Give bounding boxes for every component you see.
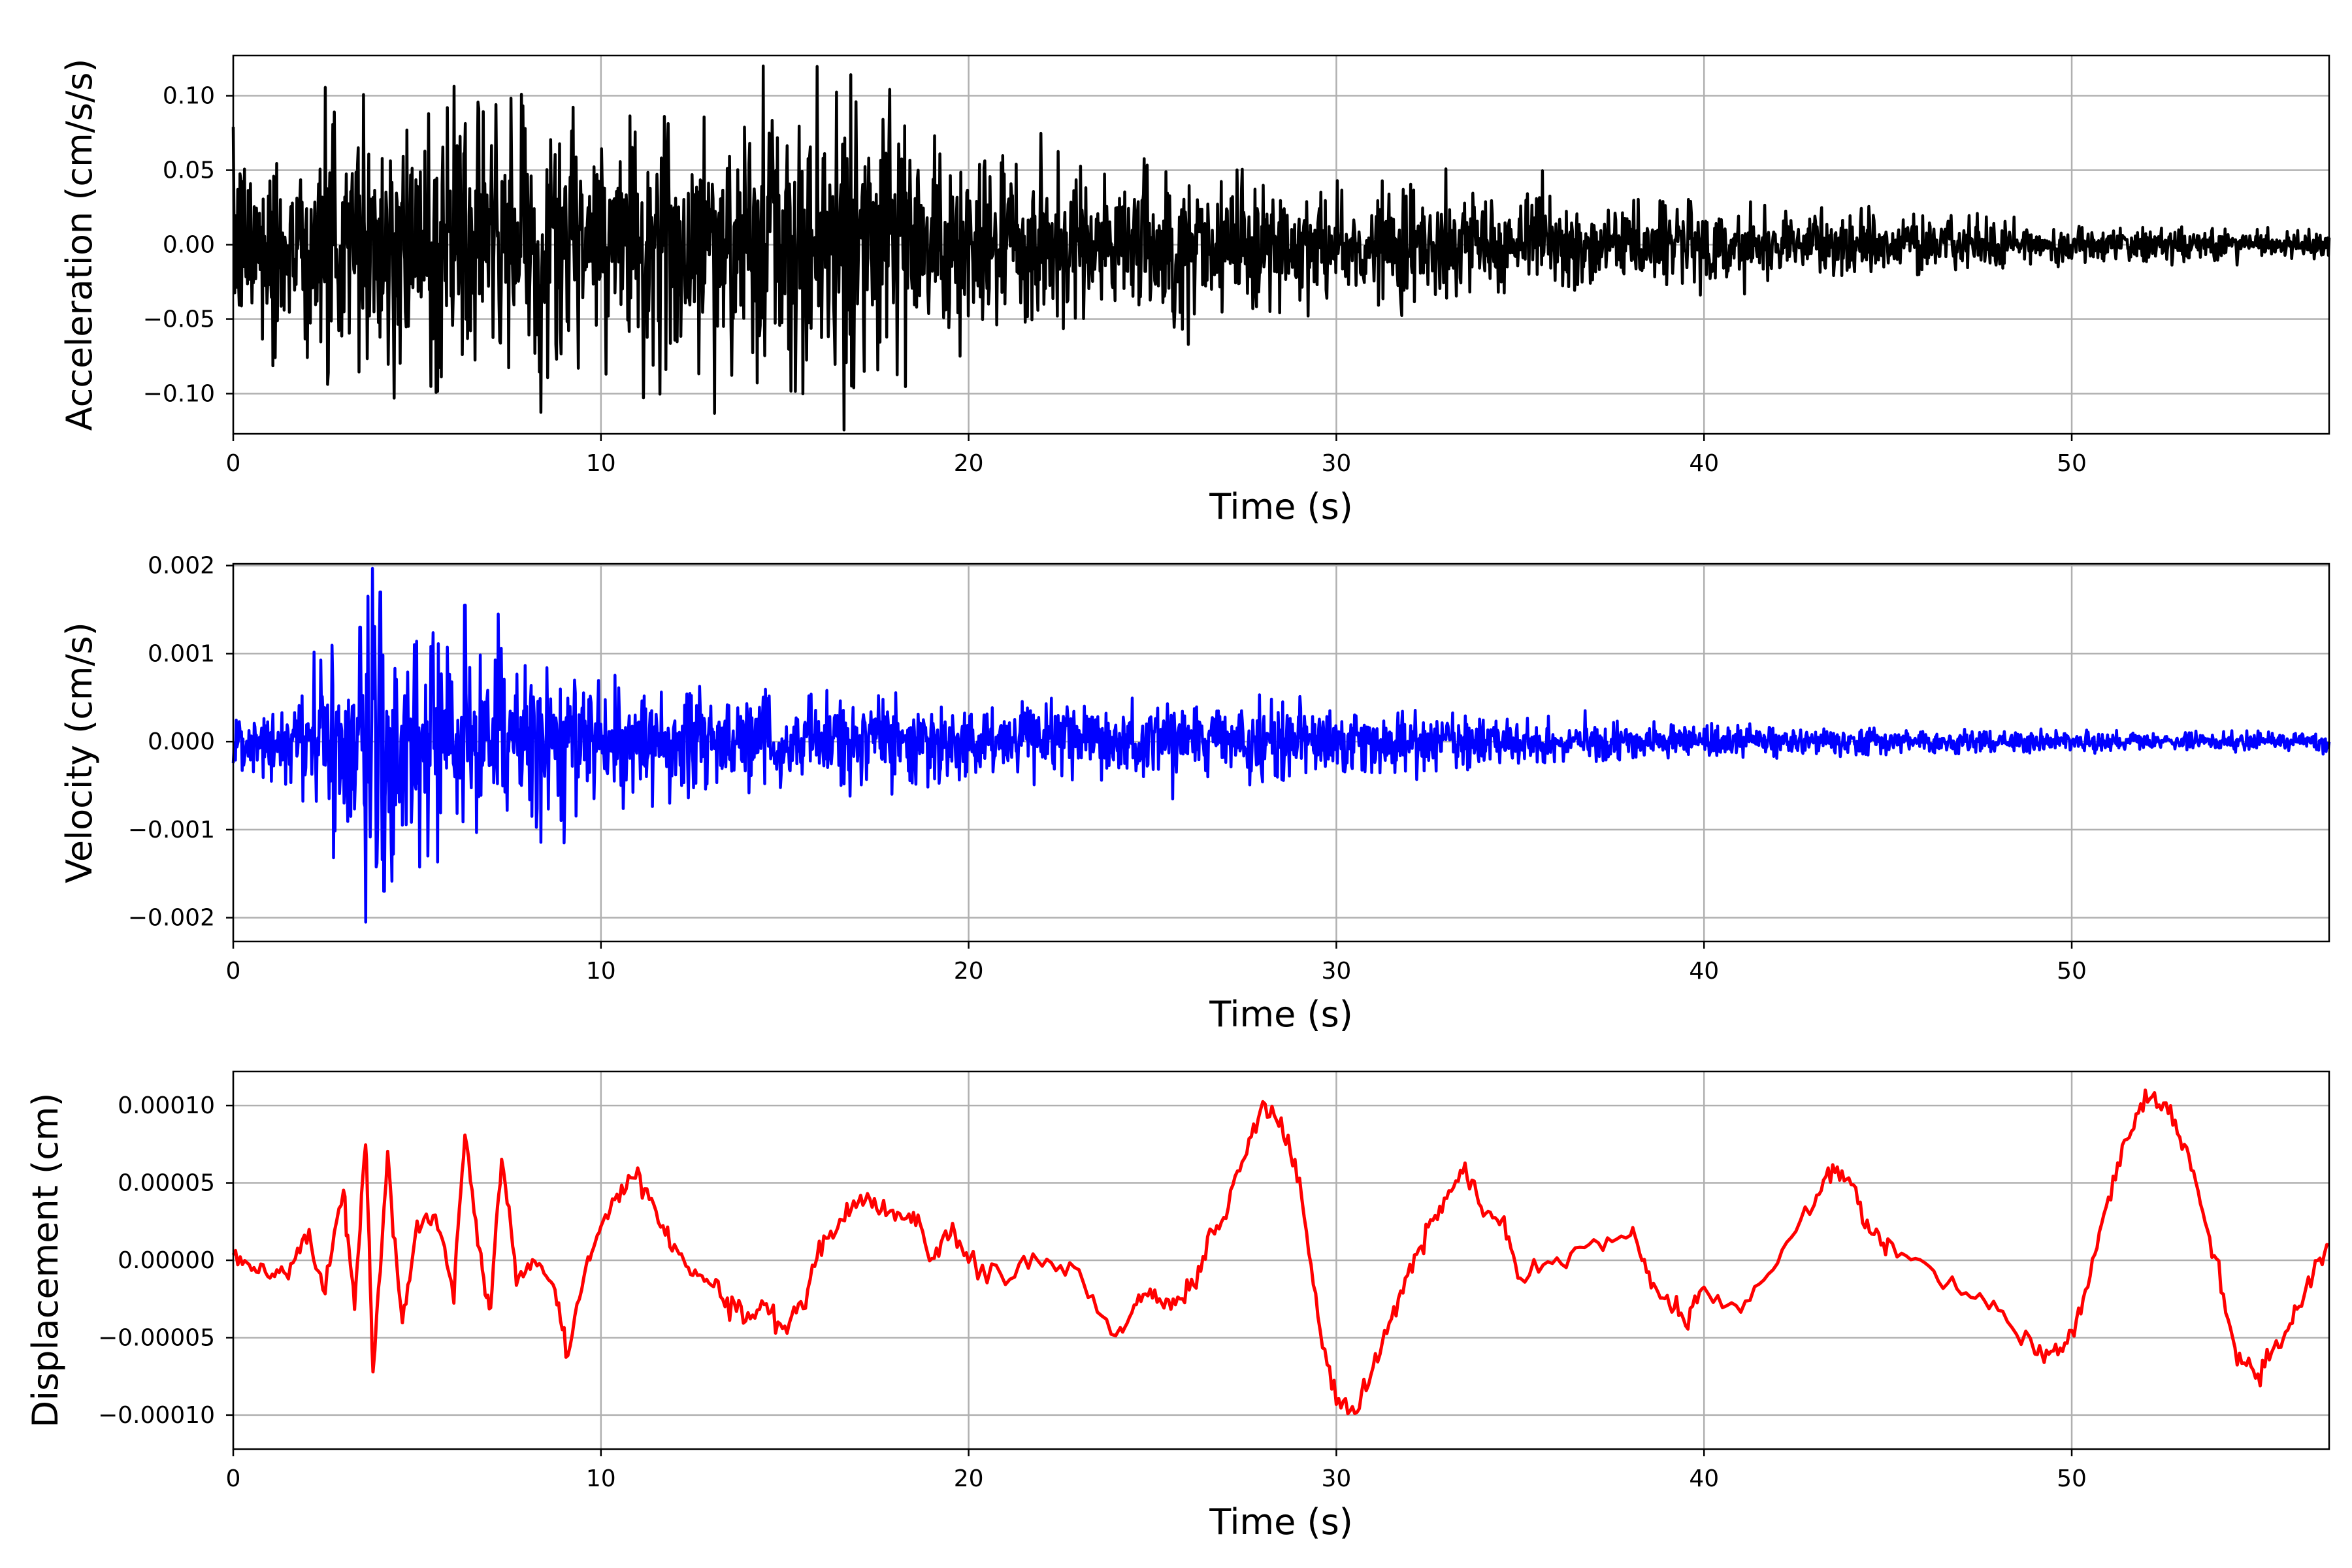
velocity-series-line (231, 566, 2331, 924)
y-tick-label: −0.002 (128, 905, 215, 932)
x-tick-label: 10 (586, 958, 616, 985)
y-tick-label: 0.002 (148, 553, 215, 580)
displacement-ticks: 0 10 20 30 40 50 −0.00010 −0.00005 0.00000 0.0000… (98, 1092, 2087, 1492)
x-tick-label: 20 (954, 1465, 984, 1492)
x-tick-label: 0 (226, 958, 241, 985)
y-tick-label: 0.001 (148, 640, 215, 667)
y-tick-label: 0.00000 (118, 1247, 215, 1274)
x-tick-label: 10 (586, 1465, 616, 1492)
y-tick-label: 0.000 (148, 728, 215, 755)
velocity-y-axis-label: Velocity (cm/s) (59, 622, 100, 883)
velocity-x-axis-label: Time (s) (1209, 994, 1353, 1035)
velocity-panel: 0 10 20 30 40 50 −0.002 −0.001 0.000 0.001 0.002 T… (59, 553, 2331, 1035)
x-tick-label: 40 (1689, 958, 1719, 985)
displacement-x-axis-label: Time (s) (1209, 1501, 1353, 1543)
displacement-y-axis-label: Displacement (cm) (25, 1093, 66, 1428)
displacement-series-line (231, 1088, 2330, 1416)
acceleration-series-line (231, 64, 2331, 432)
x-tick-label: 50 (2057, 1465, 2087, 1492)
acceleration-ticks: 0 10 20 30 40 50 −0.10 −0.05 0.00 0.05 0.10 (143, 83, 2087, 477)
x-tick-label: 50 (2057, 958, 2087, 985)
x-tick-label: 30 (1322, 1465, 1352, 1492)
y-tick-label: −0.00005 (98, 1324, 215, 1351)
acceleration-y-axis-label: Acceleration (cm/s/s) (59, 59, 100, 431)
y-tick-label: 0.05 (163, 157, 215, 184)
x-tick-label: 20 (954, 450, 984, 477)
x-tick-label: 40 (1689, 1465, 1719, 1492)
x-tick-label: 50 (2057, 450, 2087, 477)
x-tick-label: 0 (226, 1465, 241, 1492)
x-tick-label: 10 (586, 450, 616, 477)
x-tick-label: 20 (954, 958, 984, 985)
y-tick-label: 0.00 (163, 232, 215, 259)
velocity-ticks: 0 10 20 30 40 50 −0.002 −0.001 0.000 0.001 0.002 (128, 553, 2087, 985)
y-tick-label: −0.001 (128, 817, 215, 843)
y-tick-label: 0.00005 (118, 1170, 215, 1197)
acceleration-panel: 0 10 20 30 40 50 −0.10 −0.05 0.00 0.05 0.10 Time (… (59, 54, 2331, 527)
y-tick-label: −0.10 (143, 380, 215, 407)
displacement-panel: 0 10 20 30 40 50 −0.00010 −0.00005 0.00000 0.0000… (25, 1070, 2330, 1543)
y-tick-label: 0.10 (163, 83, 215, 110)
velocity-plot-frame (232, 563, 2330, 943)
x-tick-label: 30 (1322, 450, 1352, 477)
y-tick-label: −0.00010 (98, 1402, 215, 1429)
x-tick-label: 0 (226, 450, 241, 477)
y-tick-label: 0.00010 (118, 1092, 215, 1119)
x-tick-label: 30 (1322, 958, 1352, 985)
x-tick-label: 40 (1689, 450, 1719, 477)
displacement-grid (232, 1071, 2329, 1449)
y-tick-label: −0.05 (143, 306, 215, 333)
acceleration-x-axis-label: Time (s) (1209, 486, 1353, 527)
